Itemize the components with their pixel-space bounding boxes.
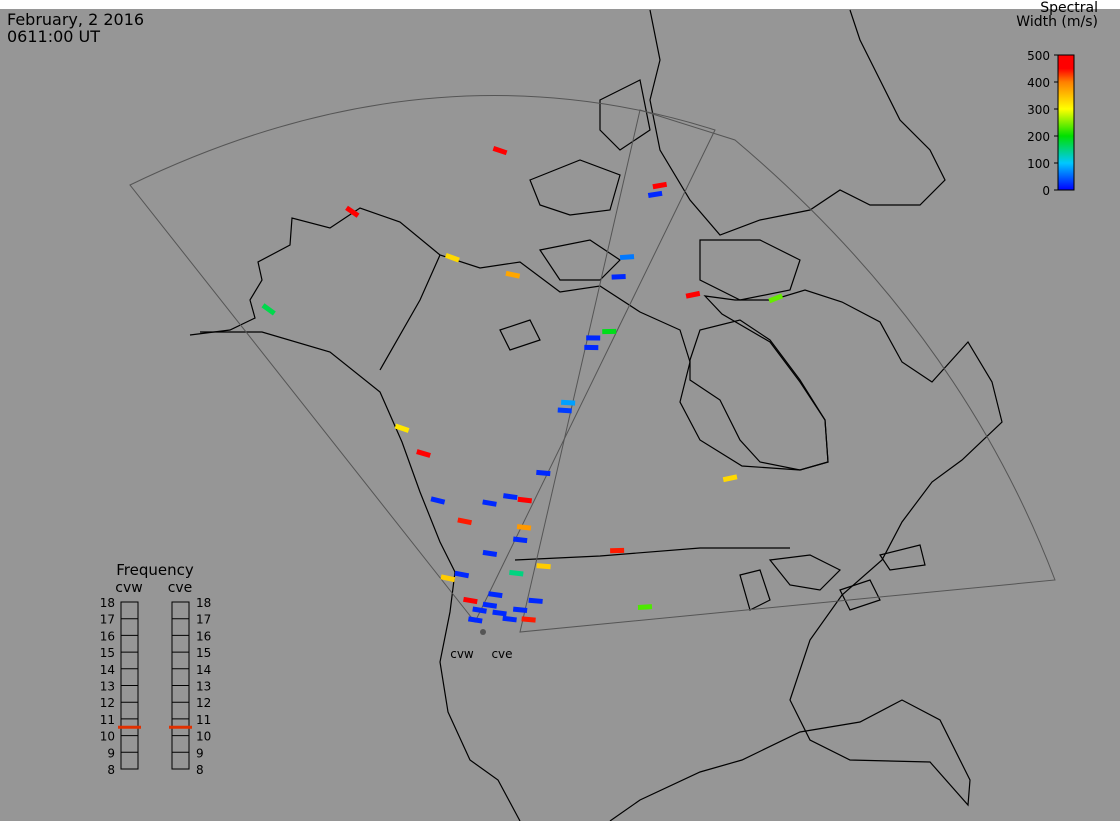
echo bbox=[502, 615, 517, 623]
frequency-tick-label: 9 bbox=[196, 746, 204, 760]
colorbar-tick-label: 400 bbox=[1027, 76, 1050, 90]
echo bbox=[394, 423, 410, 433]
greenland bbox=[649, 9, 946, 236]
echo bbox=[647, 190, 663, 198]
echo bbox=[619, 254, 635, 261]
echo bbox=[482, 499, 497, 507]
colorbar-title: Width (m/s) bbox=[1016, 14, 1098, 30]
map-background bbox=[0, 9, 1120, 821]
echo bbox=[512, 536, 528, 544]
frequency-tick-label: 16 bbox=[196, 629, 211, 643]
echo bbox=[611, 273, 626, 280]
frequency-tick-label: 16 bbox=[100, 629, 115, 643]
colorbar-title: Spectral bbox=[1040, 0, 1098, 16]
echo bbox=[482, 601, 498, 609]
hudson-bay bbox=[689, 319, 829, 471]
colorbar-tick-label: 500 bbox=[1027, 49, 1050, 63]
frequency-tick-label: 18 bbox=[100, 596, 115, 610]
echo bbox=[430, 496, 446, 505]
echo bbox=[505, 270, 521, 279]
frequency-title: Frequency bbox=[116, 561, 194, 579]
echo bbox=[521, 616, 536, 623]
echo bbox=[502, 493, 518, 501]
frequency-tick-label: 8 bbox=[107, 763, 115, 777]
great-lakes bbox=[739, 544, 926, 611]
radar-label: cvw bbox=[450, 647, 474, 661]
echo bbox=[440, 574, 456, 583]
colorbar-tick-label: 100 bbox=[1027, 157, 1050, 171]
echo bbox=[561, 399, 576, 406]
frequency-tick-label: 11 bbox=[196, 713, 211, 727]
echo bbox=[685, 290, 701, 299]
borders bbox=[379, 254, 790, 561]
frequency-tick-label: 9 bbox=[107, 746, 115, 760]
frequency-tick-label: 12 bbox=[196, 696, 211, 710]
echo bbox=[512, 606, 528, 614]
frequency-tick-label: 8 bbox=[196, 763, 204, 777]
echo bbox=[463, 596, 478, 605]
frequency-tick-label: 14 bbox=[100, 663, 115, 677]
radar-site bbox=[480, 629, 486, 635]
echo bbox=[261, 303, 276, 316]
echo bbox=[536, 563, 551, 570]
frequency-tick-label: 10 bbox=[100, 730, 115, 744]
islands bbox=[499, 79, 801, 351]
fan-outline bbox=[129, 95, 716, 623]
frequency-tick-label: 17 bbox=[100, 613, 115, 627]
echo bbox=[444, 252, 460, 263]
echo bbox=[768, 293, 784, 304]
colorbar-ticks: 0 100 200 300 400 500 bbox=[1027, 49, 1058, 198]
colorbar-tick-label: 200 bbox=[1027, 130, 1050, 144]
echo bbox=[517, 496, 533, 504]
frequency-tick-label: 15 bbox=[100, 646, 115, 660]
frequency-radar-name: cvw bbox=[115, 580, 142, 596]
colorbar-tick-label: 300 bbox=[1027, 103, 1050, 117]
echo bbox=[528, 597, 543, 604]
frequency-tick-label: 10 bbox=[196, 730, 211, 744]
coastline bbox=[189, 207, 1003, 821]
echo bbox=[509, 569, 524, 577]
frequency-tick-label: 13 bbox=[100, 680, 115, 694]
frequency-tick-label: 11 bbox=[100, 713, 115, 727]
echo bbox=[482, 549, 498, 557]
frequency-radar-name: cve bbox=[168, 580, 193, 596]
frequency-tick-label: 12 bbox=[100, 696, 115, 710]
coastlines bbox=[189, 9, 1003, 821]
colorbar bbox=[1057, 54, 1075, 191]
echo bbox=[472, 606, 487, 614]
echo bbox=[557, 407, 572, 414]
echo bbox=[637, 604, 653, 610]
frequency-tick-label: 18 bbox=[196, 596, 211, 610]
echo bbox=[457, 517, 473, 526]
echo bbox=[536, 469, 551, 477]
echo bbox=[345, 205, 360, 218]
time: 0611:00 UT bbox=[7, 27, 100, 46]
date: February, 2 2016 bbox=[7, 10, 144, 29]
echo bbox=[492, 609, 507, 617]
colorbar-tick-label: 0 bbox=[1042, 184, 1050, 198]
frequency-panel: cvw89101112131415161718cve89101112131415… bbox=[100, 580, 212, 777]
echo bbox=[467, 616, 483, 624]
coastline bbox=[200, 331, 521, 821]
frequency-tick-label: 17 bbox=[196, 613, 211, 627]
frequency-tick-label: 13 bbox=[196, 680, 211, 694]
frequency-tick-label: 14 bbox=[196, 663, 211, 677]
radar-fans bbox=[129, 95, 1056, 633]
echo bbox=[722, 474, 738, 483]
echoes bbox=[261, 146, 784, 624]
radar-label: cve bbox=[491, 647, 512, 661]
echo bbox=[492, 146, 508, 156]
echo bbox=[416, 449, 431, 458]
fan-outline bbox=[519, 109, 1056, 633]
frequency-tick-label: 15 bbox=[196, 646, 211, 660]
echo bbox=[454, 570, 470, 579]
echo bbox=[516, 524, 532, 531]
echo bbox=[652, 181, 668, 190]
echo bbox=[488, 591, 503, 599]
